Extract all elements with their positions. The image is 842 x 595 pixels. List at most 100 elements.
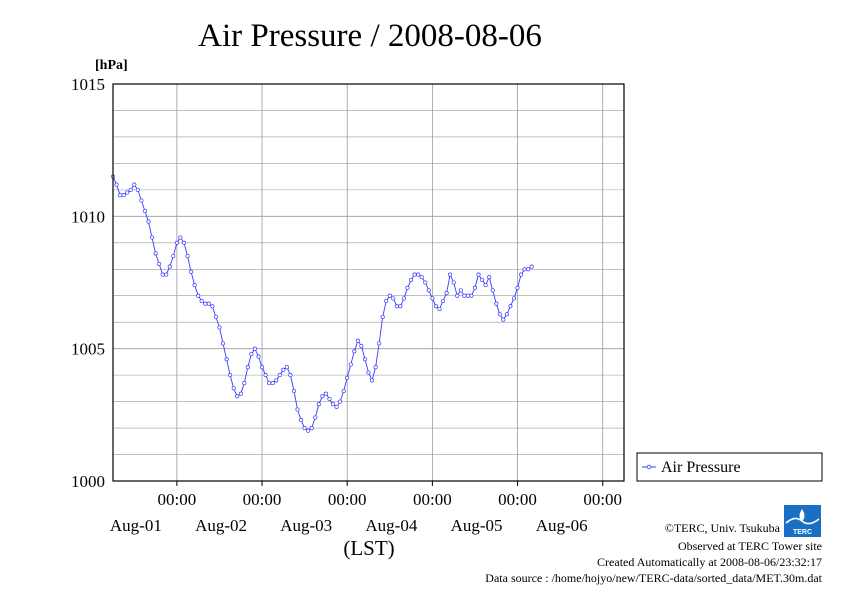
data-point [391,296,396,301]
data-point [373,365,378,370]
data-point [249,351,254,357]
data-point [508,304,513,309]
terc-logo-icon: TERC [784,505,821,537]
data-point [132,182,137,187]
data-point [181,240,187,245]
data-point [196,293,201,298]
data-point [341,388,346,394]
data-point [426,288,431,293]
data-point [252,346,257,351]
data-point [387,293,392,298]
data-point [334,404,339,409]
x-tick-date-label: Aug-06 [536,516,588,535]
grid [113,84,624,481]
y-axis: 1000 1005 1010 1015 [71,75,105,491]
data-point [490,288,495,293]
data-point [330,402,336,407]
data-point [377,341,382,346]
data-point [522,267,527,272]
data-point [238,391,243,396]
data-point [203,301,208,306]
data-point [320,394,325,399]
data-point [160,272,165,277]
data-point [430,296,435,301]
data-point [213,314,218,319]
data-point [224,357,229,362]
x-axis-label: (LST) [343,536,394,560]
x-tick-time-label: 00:00 [413,490,452,509]
data-point [235,394,240,399]
legend-label: Air Pressure [661,459,741,476]
data-point [444,291,449,296]
logo-text: TERC [793,529,812,536]
data-point [323,391,328,396]
data-point [157,261,162,267]
data-point [483,283,488,288]
data-point [476,272,481,277]
data-point [210,304,215,309]
data-point [231,386,236,391]
data-point [174,240,179,245]
data-point [220,341,226,346]
data-point [263,373,268,378]
legend-swatch-marker [646,464,652,470]
data-point [118,193,123,198]
data-point [437,306,442,312]
data-point [497,312,502,317]
x-tick-date-label: Aug-05 [451,516,503,535]
legend-box [636,452,823,482]
data-point [206,301,211,306]
data-point [142,208,147,214]
x-tick-date-label: Aug-01 [110,516,162,535]
data-point [384,298,389,304]
data-point [416,272,421,277]
credit-observed: Observed at TERC Tower site [678,539,822,553]
credit-copyright: ©TERC, Univ. Tsukuba [665,521,781,535]
data-point [359,343,364,349]
data-point [149,235,155,240]
data-point [309,426,314,431]
data-point [291,388,297,394]
data-point [519,272,524,277]
data-point [412,272,417,277]
data-point [178,235,183,240]
data-point [242,381,247,386]
x-tick-time-label: 00:00 [328,490,367,509]
credit-created: Created Automatically at 2008-08-06/23:3… [597,555,822,569]
data-point [398,304,403,309]
y-tick-label: 1010 [71,207,105,226]
data-point [171,253,176,259]
data-point [277,373,282,378]
data-point [472,285,478,290]
data-point [228,373,233,378]
x-tick-time-label: 00:00 [498,490,537,509]
data-point [167,264,172,269]
data-point [480,277,485,282]
data-point [465,293,470,298]
data-point [217,325,222,330]
data-point [267,381,272,386]
data-point [458,288,463,293]
x-axis: 00:00 Aug-01 00:00 Aug-02 00:00 Aug-03 00:00 Au… [110,481,622,535]
data-point [369,378,375,383]
data-point [125,190,130,195]
data-point [501,317,506,322]
data-point [284,365,289,370]
data-point [288,373,293,378]
data-point [281,367,286,372]
data-point [401,296,407,301]
plot-frame [112,83,625,482]
data-point [270,381,275,386]
data-point [462,293,467,298]
data-point [419,275,424,280]
data-point [299,418,304,423]
x-tick-date-label: Aug-02 [195,516,247,535]
data-point [405,285,410,290]
data-point [451,280,456,285]
data-point [327,396,332,402]
data-point [423,280,428,285]
data-point [504,312,509,317]
series-line [112,176,532,432]
y-tick-label: 1015 [71,75,105,94]
